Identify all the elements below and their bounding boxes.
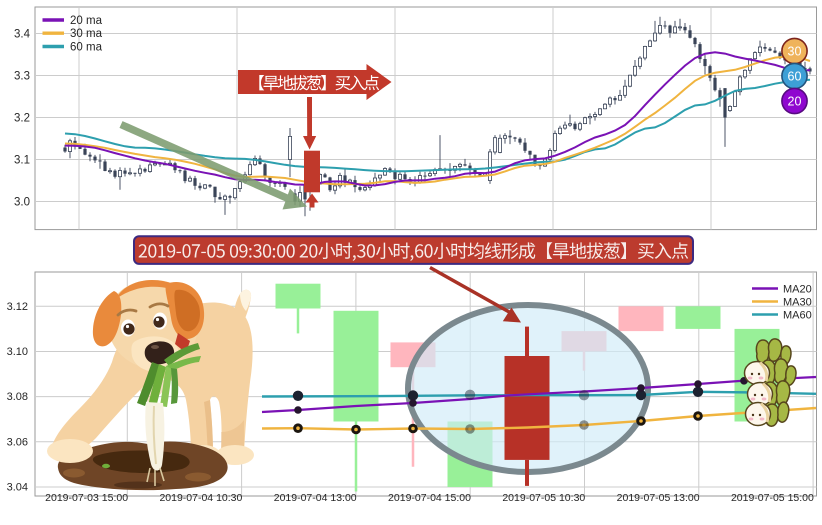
svg-text:3.1: 3.1 (14, 155, 30, 167)
svg-text:MA20: MA20 (783, 284, 812, 296)
svg-text:2019-07-05 10:30: 2019-07-05 10:30 (502, 492, 585, 504)
svg-text:3.10: 3.10 (7, 346, 28, 358)
svg-text:30: 30 (788, 45, 802, 59)
svg-text:3.3: 3.3 (14, 71, 30, 83)
svg-text:2019-07-05 15:00: 2019-07-05 15:00 (731, 492, 814, 504)
svg-text:3.06: 3.06 (7, 436, 28, 448)
svg-text:20 ma: 20 ma (70, 15, 103, 27)
svg-text:3.04: 3.04 (7, 482, 28, 494)
svg-text:60 ma: 60 ma (70, 42, 103, 54)
svg-text:2019-07-03 15:00: 2019-07-03 15:00 (45, 492, 128, 504)
svg-text:3.12: 3.12 (7, 301, 28, 313)
svg-text:60: 60 (788, 70, 802, 84)
svg-text:20: 20 (788, 95, 802, 109)
svg-text:2019-07-04 15:00: 2019-07-04 15:00 (388, 492, 471, 504)
svg-text:MA30: MA30 (783, 297, 812, 309)
svg-text:2019-07-04 10:30: 2019-07-04 10:30 (159, 492, 242, 504)
svg-text:3.2: 3.2 (14, 113, 30, 125)
svg-text:MA60: MA60 (783, 310, 812, 322)
svg-text:30 ma: 30 ma (70, 28, 103, 40)
svg-text:3.0: 3.0 (14, 197, 30, 209)
svg-text:3.4: 3.4 (14, 29, 31, 41)
svg-text:2019-07-04 13:00: 2019-07-04 13:00 (274, 492, 357, 504)
svg-text:3.08: 3.08 (7, 391, 28, 403)
svg-text:2019-07-05 13:00: 2019-07-05 13:00 (617, 492, 700, 504)
